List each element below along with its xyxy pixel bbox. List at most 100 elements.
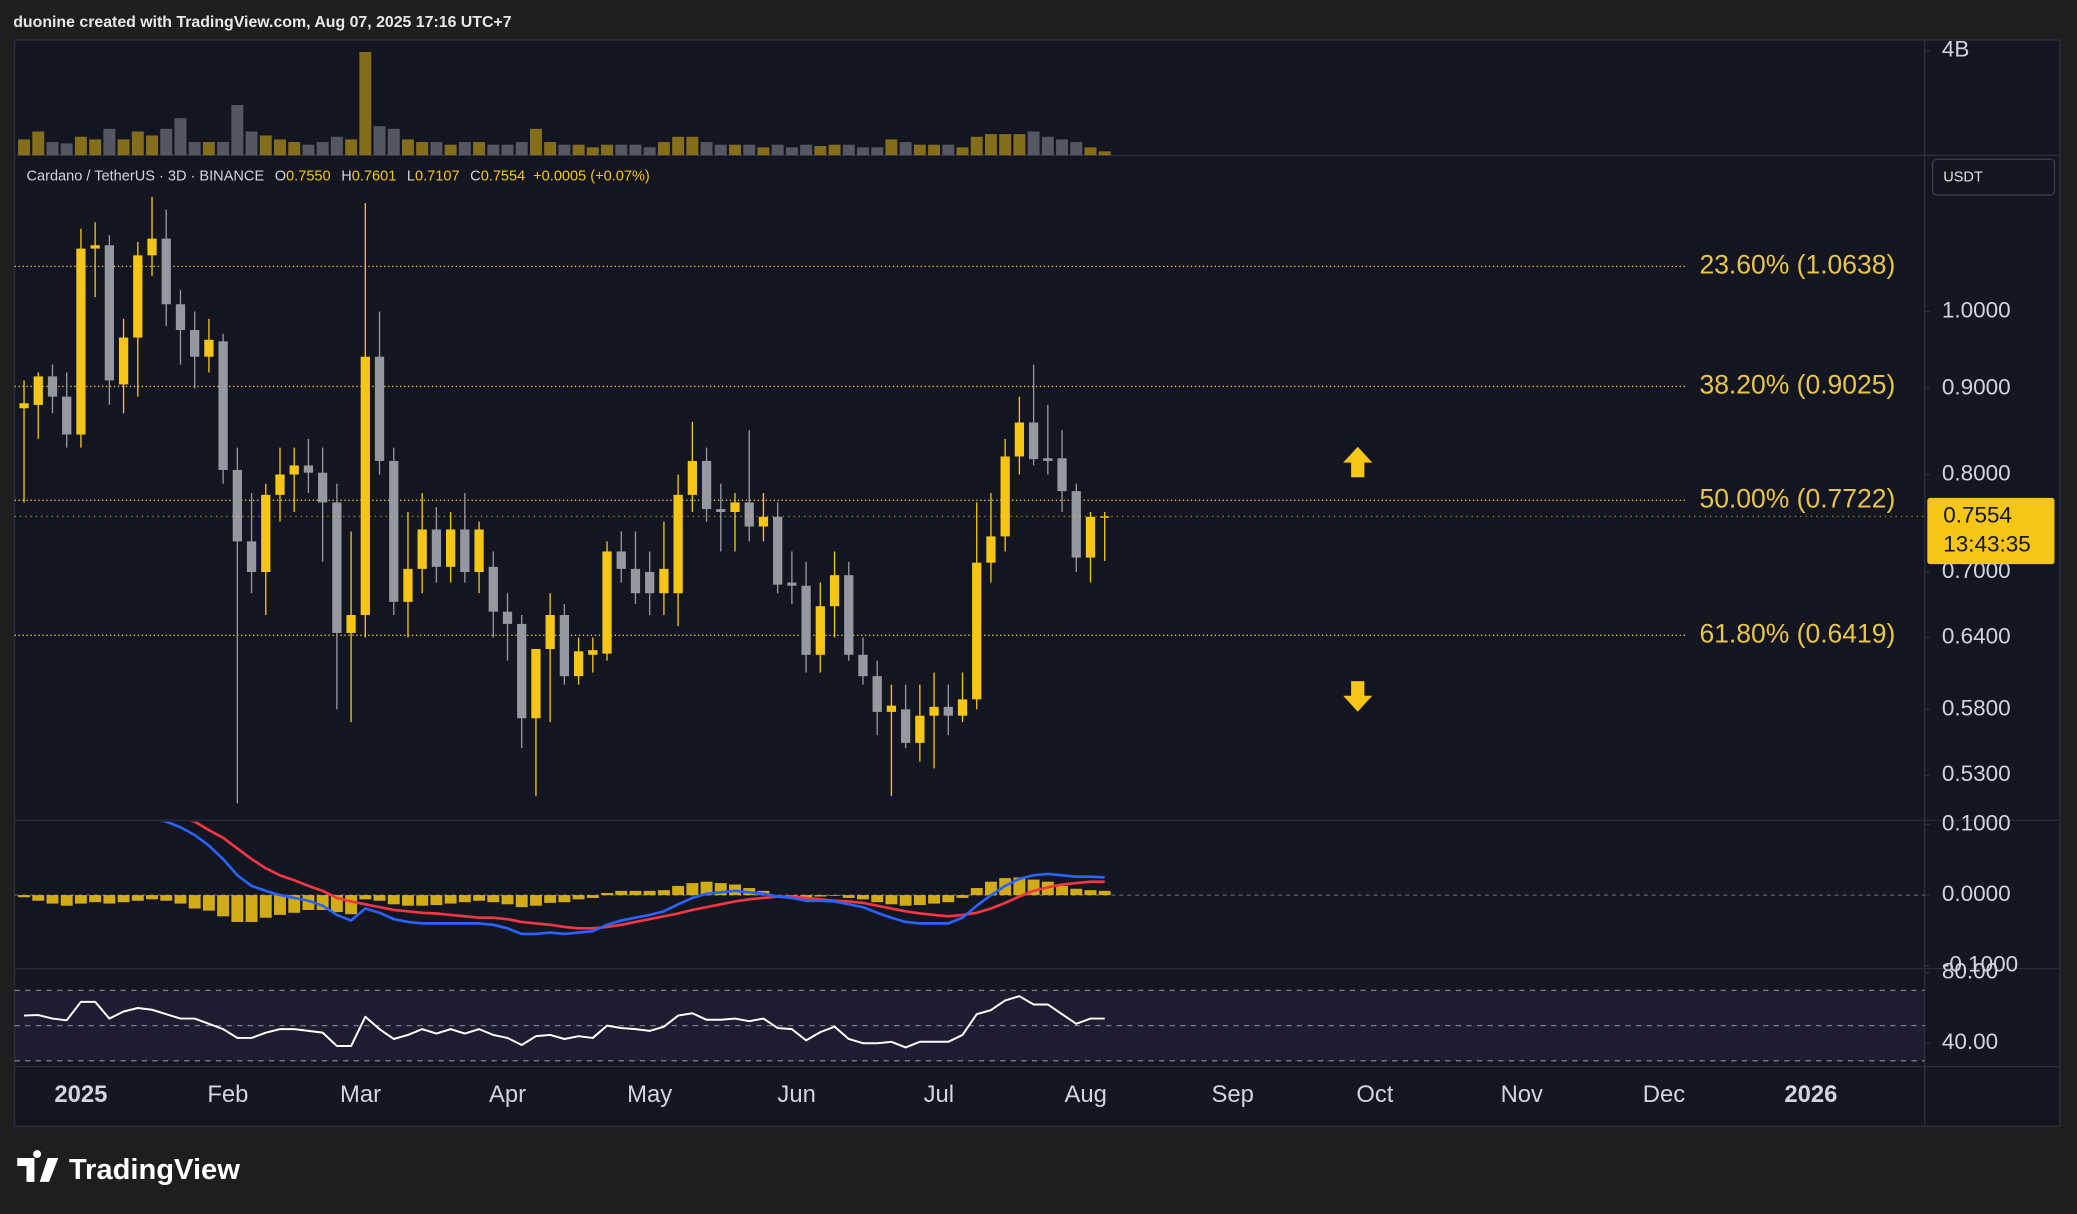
macd-histogram-bar bbox=[501, 895, 514, 905]
candle-body bbox=[445, 529, 456, 567]
macd-histogram-bar bbox=[857, 895, 869, 900]
logo-text: TradingView bbox=[69, 1154, 240, 1186]
candle-body bbox=[104, 245, 115, 381]
volume-bar bbox=[743, 144, 756, 156]
candle-body bbox=[232, 469, 242, 542]
volume-bar bbox=[572, 144, 585, 156]
x-tick-label: Dec bbox=[1643, 1081, 1685, 1108]
candle-body bbox=[118, 337, 129, 385]
candle-body bbox=[318, 472, 328, 503]
candle-body bbox=[502, 611, 513, 624]
volume-bar bbox=[32, 131, 45, 156]
candle-body bbox=[1100, 516, 1110, 518]
volume-bar bbox=[558, 144, 571, 156]
volume-bar bbox=[444, 144, 457, 156]
volume-bar bbox=[416, 142, 429, 156]
candle-body bbox=[872, 676, 882, 712]
volume-bar bbox=[928, 144, 941, 156]
volume-bar bbox=[544, 142, 557, 156]
volume-bar bbox=[657, 142, 670, 156]
macd-histogram-bar bbox=[601, 892, 613, 896]
volume-bar bbox=[402, 139, 414, 156]
axes: 0.53000.58000.64000.70000.80000.90001.00… bbox=[26, 37, 2055, 1108]
candle-body bbox=[673, 494, 683, 594]
macd-histogram-bar bbox=[970, 888, 983, 896]
volume-bar bbox=[302, 144, 315, 156]
down-arrow bbox=[1343, 681, 1373, 712]
macd-histogram-bar bbox=[345, 895, 358, 915]
macd-histogram-bar bbox=[984, 881, 997, 896]
rsi-pane bbox=[14, 989, 1925, 1062]
currency-box[interactable] bbox=[1931, 158, 2056, 196]
volume-bar bbox=[999, 134, 1012, 156]
macd-histogram-bar bbox=[373, 895, 386, 901]
macd-histogram-bar bbox=[913, 895, 926, 906]
macd-histogram-bar bbox=[828, 895, 841, 896]
macd-histogram-bar bbox=[544, 895, 557, 903]
volume-bar bbox=[501, 144, 514, 156]
macd-histogram-bar bbox=[942, 895, 955, 903]
candle-body bbox=[886, 705, 897, 712]
macd-histogram-bar bbox=[131, 895, 144, 901]
macd-histogram-bar bbox=[46, 895, 59, 904]
legend-change: +0.0005 (+0.07%) bbox=[533, 168, 650, 184]
macd-histogram-bar bbox=[515, 895, 528, 908]
candle-body bbox=[19, 403, 29, 409]
x-tick-label: Sep bbox=[1211, 1081, 1253, 1108]
volume-bar bbox=[217, 142, 230, 156]
x-tick-label: Apr bbox=[489, 1081, 526, 1108]
volume-bar bbox=[188, 142, 201, 156]
candle-body bbox=[1071, 491, 1081, 558]
volume-bar bbox=[871, 147, 884, 156]
volume-bar bbox=[601, 144, 613, 156]
candle-body bbox=[90, 245, 100, 249]
rsi-line bbox=[24, 995, 1105, 1049]
volume-bar bbox=[700, 142, 713, 156]
volume-bar bbox=[714, 144, 727, 156]
macd-histogram-bar bbox=[672, 885, 685, 896]
candle-body bbox=[47, 376, 58, 397]
candle-body bbox=[275, 474, 285, 495]
volume-bar bbox=[686, 136, 699, 156]
macd-histogram-bar bbox=[103, 895, 116, 904]
macd-histogram-bar bbox=[202, 895, 215, 911]
candle-body bbox=[972, 562, 982, 700]
legend-value: 0.7107 bbox=[415, 168, 460, 184]
volume-bar bbox=[615, 144, 628, 156]
candle-body bbox=[360, 356, 370, 616]
candle-body bbox=[261, 494, 271, 573]
volume-bar bbox=[956, 147, 969, 156]
volume-bar bbox=[131, 131, 144, 156]
macd-histogram-bar bbox=[586, 895, 599, 898]
candle-body bbox=[858, 654, 868, 677]
macd-histogram-bar bbox=[615, 890, 628, 896]
macd-histogram-bar bbox=[89, 895, 102, 903]
fib-label: 38.20% (0.9025) bbox=[1699, 369, 1895, 399]
macd-histogram-bar bbox=[330, 895, 343, 913]
candle-body bbox=[204, 339, 214, 357]
candle-body bbox=[76, 248, 86, 435]
macd-histogram-bar bbox=[359, 895, 372, 900]
macd-histogram-bar bbox=[1027, 879, 1040, 896]
x-tick-label: Nov bbox=[1501, 1081, 1543, 1108]
volume-bar bbox=[1098, 151, 1111, 156]
macd-histogram-bar bbox=[32, 895, 45, 901]
macd-histogram-bar bbox=[1098, 890, 1111, 896]
y-tick-label: 0.9000 bbox=[1942, 374, 2011, 399]
volume-bar bbox=[1013, 134, 1026, 156]
macd-histogram-bar bbox=[316, 895, 329, 910]
up-arrow bbox=[1343, 446, 1373, 478]
last-price-label: 0.7554 bbox=[1943, 502, 2012, 527]
volume-bar bbox=[643, 147, 656, 156]
volume-bar bbox=[359, 52, 372, 156]
macd-histogram-bar bbox=[174, 895, 187, 904]
macd-histogram-bar bbox=[473, 895, 486, 901]
macd-histogram-bar bbox=[487, 895, 500, 903]
volume-bar bbox=[1056, 139, 1069, 156]
volume-bar bbox=[18, 139, 31, 156]
candle-body bbox=[758, 516, 769, 527]
volume-bar bbox=[330, 136, 343, 156]
signal-line bbox=[189, 821, 1105, 930]
candle-body bbox=[488, 566, 498, 612]
